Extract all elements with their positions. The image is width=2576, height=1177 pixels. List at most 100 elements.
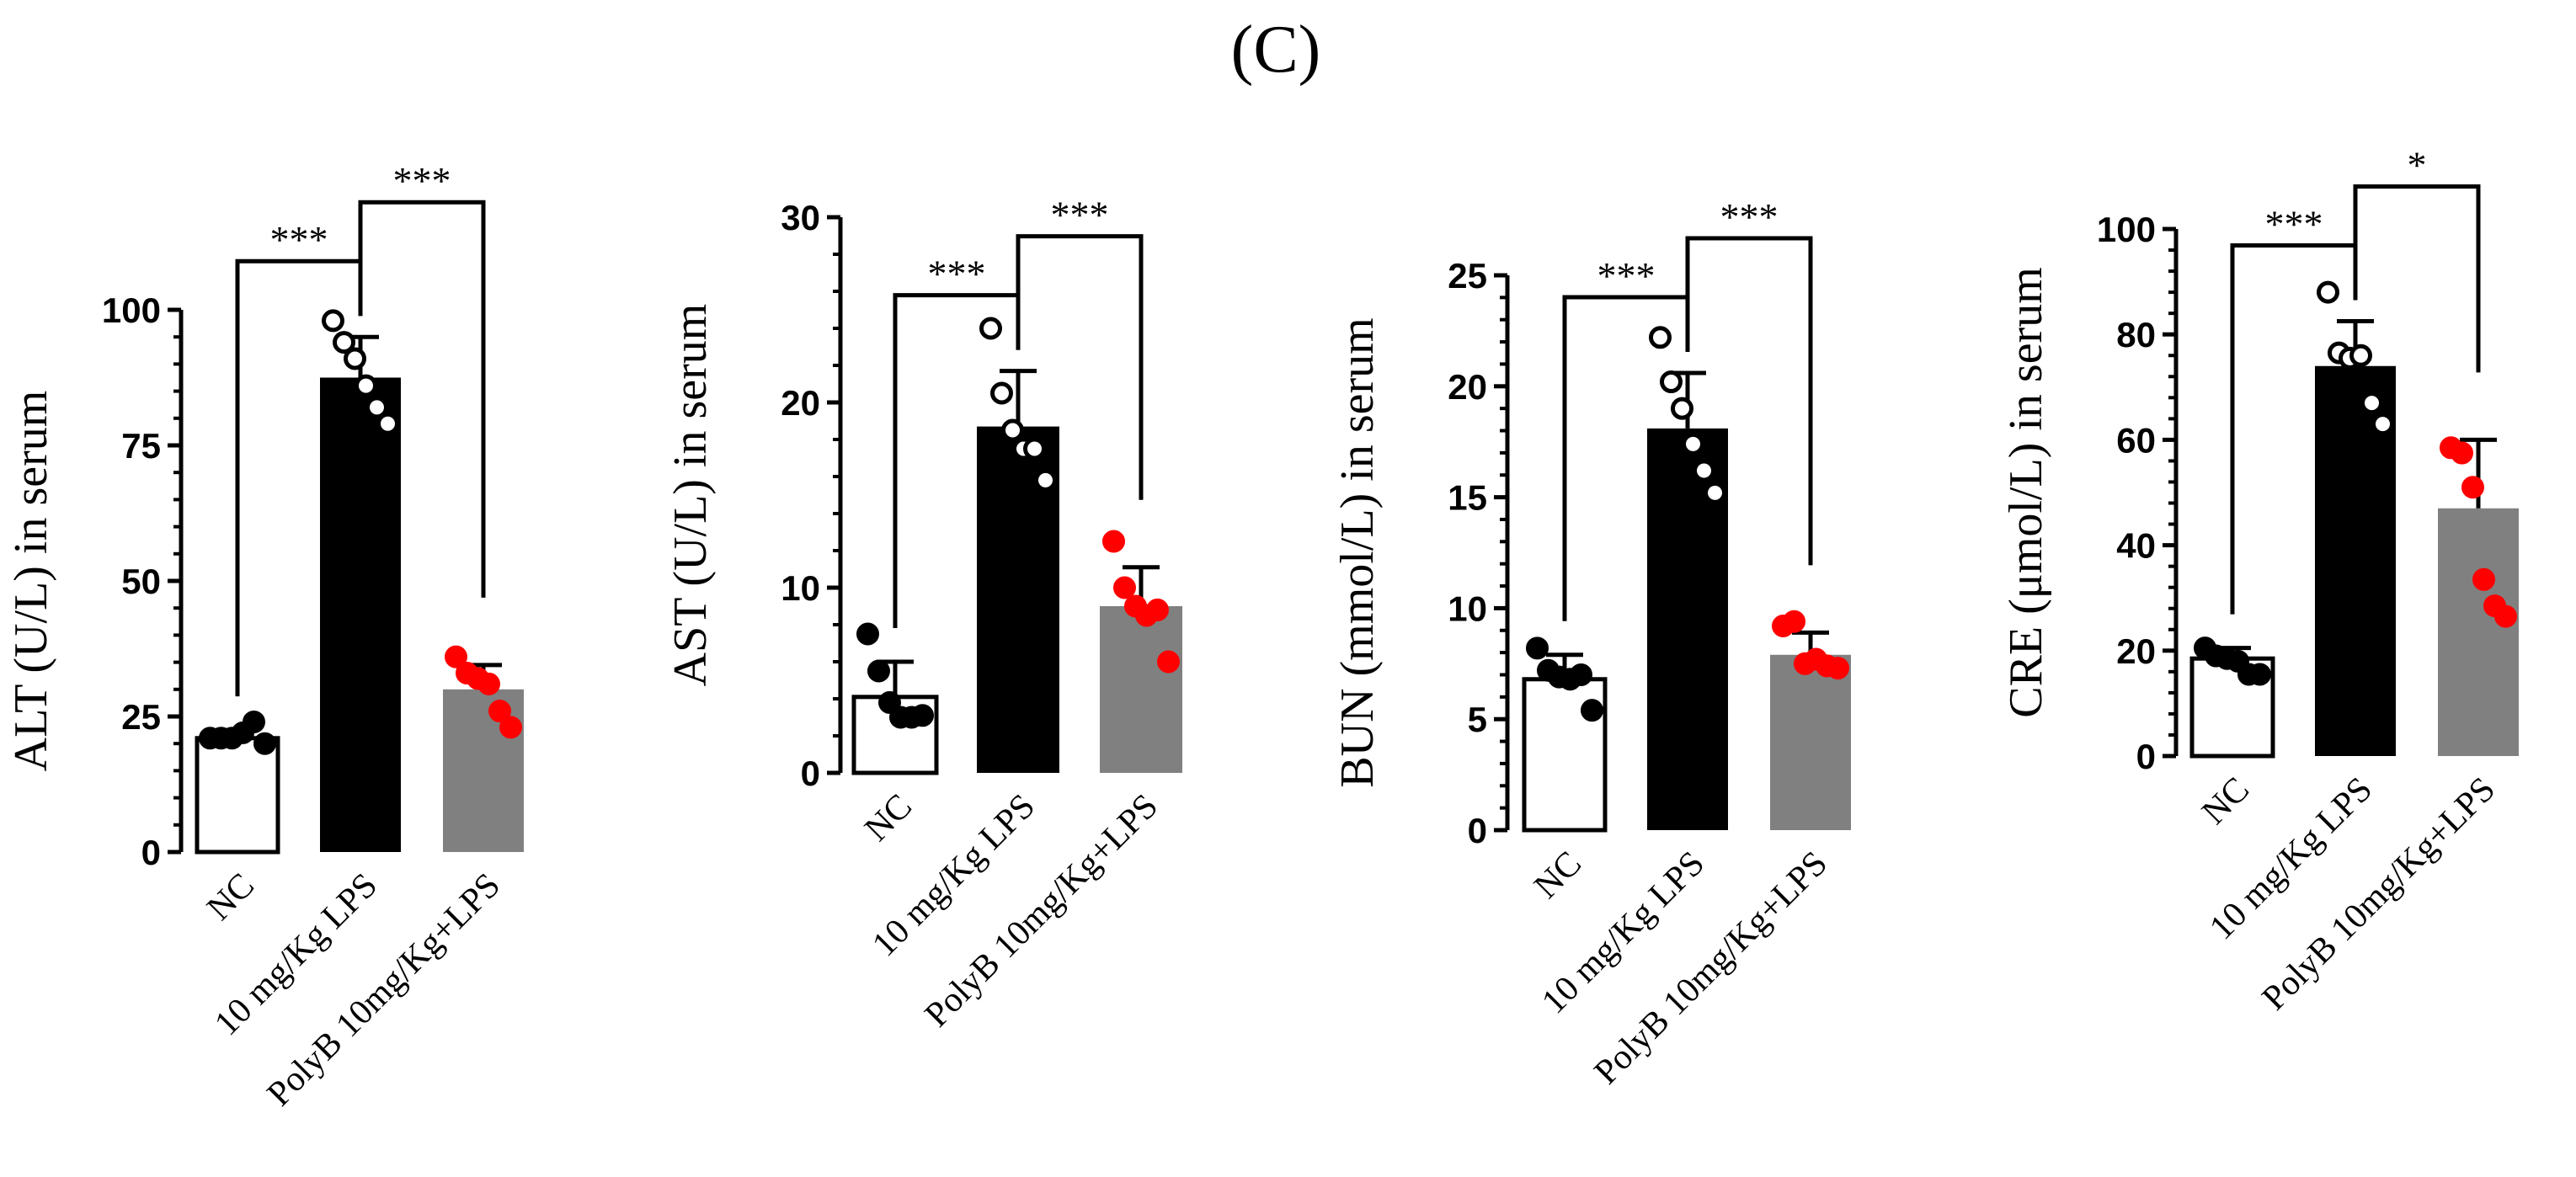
chart1-data-point	[1157, 650, 1180, 674]
chart1-data-point	[979, 317, 1002, 340]
chart3-data-point	[2472, 567, 2495, 591]
chart0-data-point	[445, 645, 467, 668]
chart2-data-point	[1581, 699, 1603, 722]
chart3-y-tick-label: 80	[2116, 315, 2156, 354]
chart1-significance-label: ***	[928, 253, 986, 296]
chart2-data-point	[1570, 663, 1592, 686]
chart0-data-point	[355, 374, 377, 397]
chart2-data-point	[1682, 432, 1704, 455]
chart3-significance-bracket	[2353, 184, 2481, 373]
chart1-data-point	[867, 659, 890, 683]
chart0-significance-label: ***	[393, 159, 451, 202]
chart1-data-point	[990, 381, 1013, 405]
chart0-y-label: ALT (U/L) in serum	[5, 391, 57, 772]
chart2-y-label: BUN (mmol/L) in serum	[1331, 317, 1384, 787]
chart3-x-tick-label: PolyB 10mg/Kg+LPS	[2255, 770, 2503, 1018]
chart1-data-point	[1146, 598, 1169, 621]
chart3-significance-label: ***	[2265, 203, 2323, 246]
chart0-y-tick-label: 50	[121, 562, 161, 601]
chart3-y-tick-label: 0	[2136, 737, 2156, 776]
chart0-data-point	[322, 309, 344, 333]
chart2-data-point	[1671, 397, 1693, 420]
chart3-data-point	[2451, 441, 2473, 465]
chart1-y-tick-label: 30	[781, 198, 820, 237]
chart2-significance-bracket	[1685, 236, 1813, 566]
panel-label: (C)	[1231, 13, 1321, 87]
chart3-y-tick-label: 20	[2116, 631, 2156, 671]
chart2-data-point	[1693, 459, 1715, 482]
chart1-y-tick-label: 0	[801, 754, 820, 793]
chart3-data-point	[2248, 663, 2271, 686]
chart0-significance-label: ***	[270, 218, 328, 261]
chart2-x-tick-label: NC	[1527, 844, 1589, 907]
chart1-data-point	[856, 622, 879, 646]
chart1-x-tick-label: NC	[857, 787, 920, 849]
chart0-x-tick-label: PolyB 10mg/Kg+LPS	[260, 866, 508, 1114]
chart0-significance-bracket	[358, 200, 486, 598]
chart3-x-tick-label: NC	[2195, 770, 2257, 833]
chart3-data-point	[2349, 344, 2372, 367]
chart2-data-point	[1704, 481, 1726, 504]
chart1-data-point	[911, 704, 934, 727]
chart0-bar-1	[320, 377, 401, 852]
chart0-data-point	[365, 396, 388, 419]
chart3-y-tick-label: 100	[2097, 210, 2156, 249]
chart0-y-tick-label: 75	[121, 426, 161, 466]
chart0-x-tick-label: NC	[200, 866, 262, 929]
chart0-y-tick-label: 0	[141, 833, 161, 872]
chart2-y-tick-label: 10	[1448, 588, 1487, 628]
chart1-y-tick-label: 10	[781, 568, 820, 608]
chart3-data-point	[2371, 413, 2394, 436]
chart0-data-point	[376, 412, 399, 435]
chart2-significance-label: ***	[1597, 254, 1656, 297]
chart0-data-point	[477, 672, 500, 695]
chart0-data-point	[253, 732, 276, 755]
chart3-data-point	[2317, 280, 2339, 304]
chart2-data-point	[1783, 610, 1805, 633]
chart0-data-point	[344, 347, 366, 370]
chart3-data-point	[2494, 604, 2517, 628]
chart1-data-point	[1034, 468, 1057, 492]
chart0-data-point	[333, 331, 355, 354]
chart2-x-tick-label: PolyB 10mg/Kg+LPS	[1587, 844, 1835, 1092]
chart2-data-point	[1649, 326, 1672, 349]
chart1-x-tick-label: PolyB 10mg/Kg+LPS	[918, 787, 1165, 1035]
chart1-data-point	[1102, 530, 1125, 553]
chart2-data-point	[1827, 657, 1849, 680]
chart1-data-point	[1113, 576, 1136, 599]
chart1-y-label: AST (U/L) in serum	[664, 304, 717, 687]
chart0-y-tick-label: 100	[102, 290, 161, 330]
chart1-data-point	[1001, 418, 1024, 442]
chart3-significance-label: *	[2408, 144, 2427, 187]
chart0-bar-2	[443, 689, 524, 852]
chart2-y-tick-label: 25	[1448, 256, 1487, 296]
chart3-y-tick-label: 40	[2116, 526, 2156, 566]
chart1-significance-bracket	[1016, 234, 1144, 500]
chart1-y-tick-label: 20	[781, 383, 820, 423]
chart2-significance-label: ***	[1720, 195, 1779, 238]
chart1-data-point	[1023, 437, 1046, 461]
chart2-bar-2	[1770, 654, 1851, 830]
chart0-data-point	[243, 710, 265, 733]
chart1-significance-label: ***	[1051, 194, 1109, 237]
chart2-y-tick-label: 0	[1468, 811, 1487, 850]
chart0-data-point	[499, 716, 522, 739]
chart3-bar-2	[2438, 508, 2519, 756]
chart0-bar-0	[195, 736, 280, 855]
chart2-data-point	[1526, 636, 1549, 660]
chart3-data-point	[2360, 391, 2383, 415]
chart3-data-point	[2461, 476, 2484, 499]
chart3-y-tick-label: 60	[2116, 420, 2156, 460]
chart1-data-point	[878, 690, 901, 714]
chart3-y-label: CRE (μmol/L) in serum	[2000, 267, 2052, 718]
chart2-data-point	[1660, 370, 1683, 394]
chart2-y-tick-label: 5	[1468, 700, 1487, 739]
chart0-y-tick-label: 25	[121, 697, 161, 737]
chart1-bar-2	[1100, 606, 1182, 773]
chart2-y-tick-label: 15	[1448, 478, 1487, 518]
